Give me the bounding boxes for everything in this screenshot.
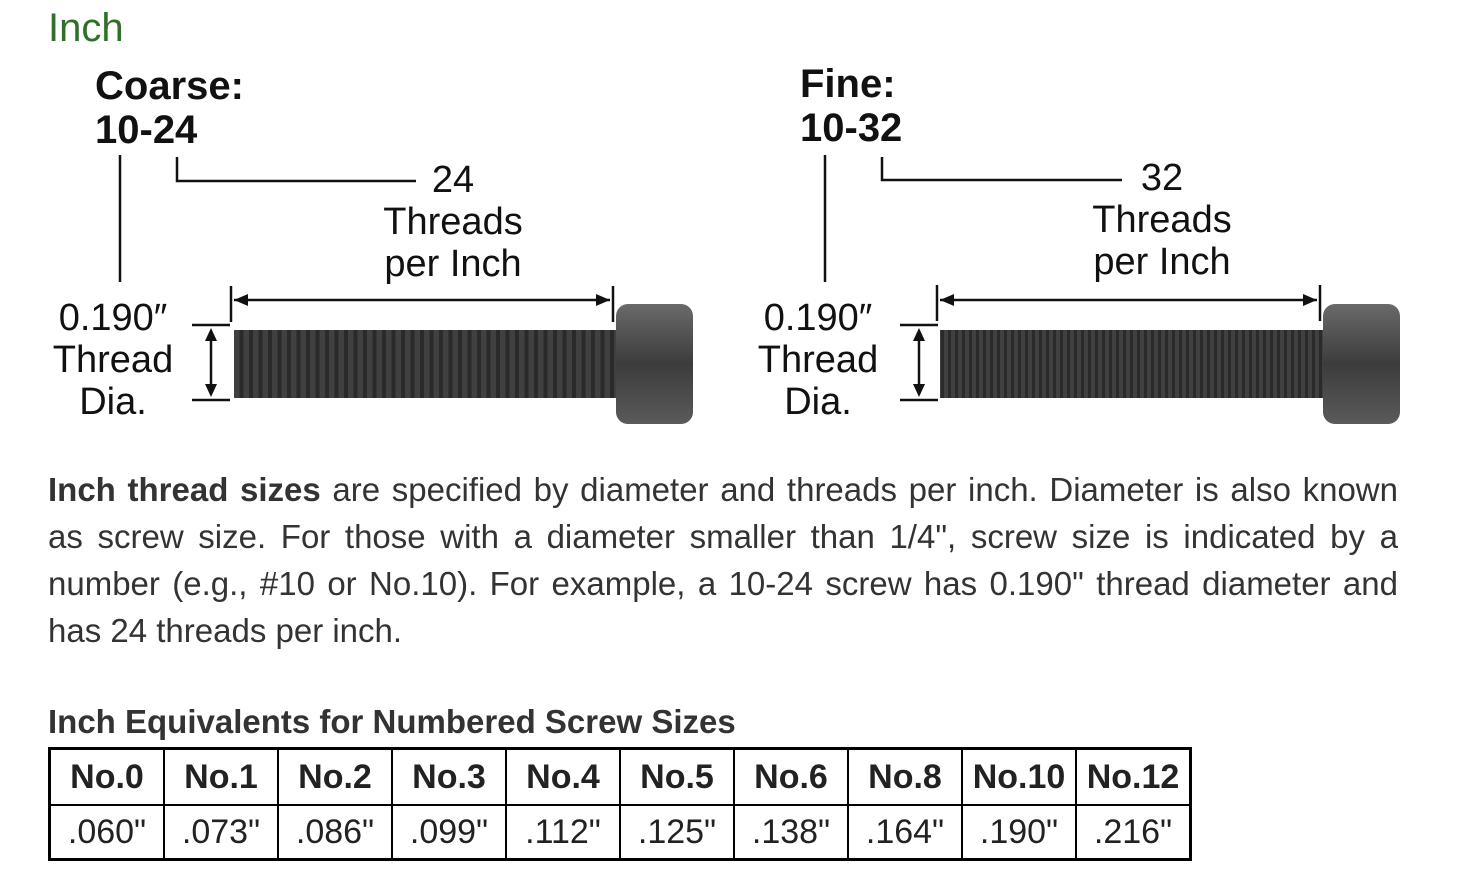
header-cell: No.2	[277, 747, 393, 806]
value-cell: .099"	[391, 804, 507, 861]
value-cell: .112"	[505, 804, 621, 861]
table-header-row: No.0 No.1 No.2 No.3 No.4 No.5 No.6 No.8 …	[48, 747, 1192, 806]
fine-screw-illustration: Fine: 10-32 32 Threads per Inch 0.190″ T…	[758, 62, 1400, 424]
value-cell: .190"	[961, 804, 1077, 861]
header-cell: No.4	[505, 747, 621, 806]
section-title: Inch	[48, 6, 124, 50]
header-cell: No.10	[961, 747, 1077, 806]
coarse-tpi: 24	[432, 159, 474, 201]
fine-tpi-line2: per Inch	[1093, 241, 1230, 283]
arrowhead-left	[234, 294, 248, 306]
arrowhead-left	[940, 294, 954, 306]
coarse-thread-diagram: Coarse: 10-24 24 Threads per Inch 0.190″…	[40, 60, 740, 440]
header-cell: No.0	[48, 747, 165, 806]
coarse-dia-value: 0.190″	[59, 297, 168, 339]
header-cell: No.5	[619, 747, 735, 806]
coarse-tpi-line1: Threads	[383, 201, 522, 243]
tpi-leader-line	[880, 157, 1122, 182]
description-text: are specified by diameter and threads pe…	[48, 471, 1398, 649]
header-cell: No.1	[163, 747, 279, 806]
fine-heading: Fine:	[800, 62, 896, 106]
coarse-tpi-line2: per Inch	[384, 243, 521, 285]
header-cell: No.12	[1075, 747, 1192, 806]
fine-dia-line3: Dia.	[784, 381, 852, 423]
table-title: Inch Equivalents for Numbered Screw Size…	[48, 703, 736, 740]
dia-arrow-down	[913, 384, 925, 397]
value-cell: .138"	[733, 804, 849, 861]
fine-size: 10-32	[800, 106, 902, 150]
fine-dia-value: 0.190″	[764, 297, 873, 339]
header-cell: No.3	[391, 747, 507, 806]
value-cell: .060"	[48, 804, 165, 861]
value-cell: .086"	[277, 804, 393, 861]
coarse-screw-illustration: Coarse: 10-24 24 Threads per Inch 0.190″…	[53, 64, 693, 424]
dia-arrow-up	[205, 328, 217, 341]
screw-threaded-shank	[940, 330, 1330, 398]
value-cell: .073"	[163, 804, 279, 861]
coarse-size: 10-24	[95, 108, 198, 152]
arrowhead-right	[1303, 294, 1317, 306]
dia-arrow-up	[913, 328, 925, 341]
coarse-heading: Coarse:	[95, 64, 244, 108]
header-cell: No.8	[847, 747, 963, 806]
header-cell: No.6	[733, 747, 849, 806]
screw-size-equivalents-table: No.0 No.1 No.2 No.3 No.4 No.5 No.6 No.8 …	[48, 747, 1192, 861]
thread-size-description: Inch thread sizes are specified by diame…	[48, 466, 1398, 654]
fine-tpi: 32	[1141, 157, 1183, 199]
value-cell: .125"	[619, 804, 735, 861]
fine-dia-line2: Thread	[758, 339, 878, 381]
coarse-dia-line2: Thread	[53, 339, 173, 381]
fine-thread-diagram: Fine: 10-32 32 Threads per Inch 0.190″ T…	[745, 60, 1445, 440]
value-cell: .164"	[847, 804, 963, 861]
description-bold-lead: Inch thread sizes	[48, 471, 321, 508]
fine-tpi-line1: Threads	[1092, 199, 1231, 241]
value-cell: .216"	[1075, 804, 1192, 861]
table-row: .060" .073" .086" .099" .112" .125" .138…	[48, 804, 1192, 861]
screw-head	[1323, 304, 1400, 424]
screw-head	[616, 304, 693, 424]
dia-arrow-down	[205, 384, 217, 397]
coarse-dia-line3: Dia.	[79, 381, 147, 423]
arrowhead-right	[596, 294, 610, 306]
tpi-leader-line	[175, 157, 416, 183]
screw-threaded-shank	[234, 330, 622, 398]
